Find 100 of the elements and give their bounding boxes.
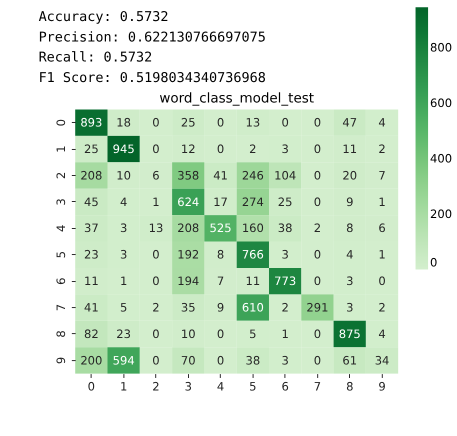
text: Recall: 0.5732 (38, 50, 152, 66)
data-label: 1 (152, 194, 160, 209)
data-label: 200 (80, 353, 102, 368)
x-tick-label: 0 (88, 379, 96, 394)
data-label: 0 (378, 274, 386, 288)
x-tick-label: 3 (184, 379, 192, 394)
data-label: 2 (249, 142, 257, 156)
data-label: 358 (177, 168, 200, 182)
data-label: 38 (278, 221, 292, 236)
data-label: 8 (346, 221, 354, 236)
data-label: 208 (80, 168, 102, 182)
x-tick-label: 2 (152, 379, 160, 394)
data-label: 0 (152, 274, 160, 288)
y-tick-label: 1 (54, 145, 68, 153)
data-label: 18 (116, 116, 131, 130)
x-tick-label: 4 (216, 379, 224, 394)
data-label: 525 (210, 221, 232, 236)
data-label: 624 (177, 194, 200, 209)
data-label: 7 (378, 168, 386, 182)
y-tick-label: 7 (54, 304, 68, 312)
data-label: 0 (281, 116, 289, 130)
data-label: 4 (120, 194, 128, 209)
data-label: 2 (378, 300, 386, 314)
text: Precision: 0.622130766697075 (38, 29, 266, 46)
y-tick-label: 4 (54, 224, 68, 232)
data-label: 6 (378, 221, 386, 236)
data-label: 3 (120, 248, 128, 262)
data-label: 10 (180, 326, 196, 341)
data-label: 0 (314, 326, 322, 341)
data-label: 9 (216, 300, 224, 314)
data-label: 208 (177, 221, 200, 236)
data-label: 11 (84, 274, 99, 288)
data-label: 0 (314, 194, 322, 209)
data-label: 2 (314, 221, 322, 236)
data-label: 1 (120, 274, 128, 288)
y-tick-label: 6 (54, 277, 68, 285)
data-label: 47 (342, 116, 358, 130)
data-label: 3 (346, 274, 354, 288)
data-label: 0 (152, 142, 160, 156)
x-tick-label: 5 (249, 379, 257, 394)
data-label: 2 (281, 300, 289, 314)
data-label: 0 (314, 274, 322, 288)
data-label: 2 (152, 300, 160, 314)
data-label: 35 (180, 300, 196, 314)
data-label: 246 (242, 168, 264, 182)
data-label: 0 (216, 353, 224, 368)
data-label: 13 (245, 116, 260, 130)
data-label: 38 (245, 353, 260, 368)
x-tick-label: 1 (120, 379, 128, 394)
data-label: 0 (216, 326, 224, 341)
x-tick-label: 7 (314, 379, 322, 394)
data-label: 192 (177, 248, 200, 262)
data-label: 34 (374, 353, 390, 368)
data-label: 1 (378, 248, 386, 262)
data-label: 945 (112, 142, 135, 156)
data-label: 3 (281, 248, 289, 262)
data-label: 10 (116, 168, 131, 182)
data-label: 23 (84, 248, 99, 262)
data-label: 0 (152, 116, 160, 130)
data-label: 5 (249, 326, 257, 341)
data-label: 5 (120, 300, 128, 314)
data-label: 7 (216, 274, 224, 288)
data-label: 291 (306, 300, 328, 314)
x-tick-label: 9 (378, 379, 386, 394)
chart-title: word_class_model_test (159, 90, 314, 107)
data-label: 11 (342, 142, 358, 156)
data-label: 41 (84, 300, 99, 314)
data-label: 3 (281, 142, 289, 156)
data-label: 4 (346, 248, 354, 262)
data-label: 23 (116, 326, 131, 341)
data-label: 1 (378, 194, 386, 209)
color-bar-label: 400 (430, 151, 452, 166)
y-tick-label: 9 (54, 356, 68, 364)
color-bar-label: 600 (430, 96, 452, 110)
data-label: 0 (152, 248, 160, 262)
data-label: 194 (177, 274, 200, 288)
data-label: 61 (342, 353, 358, 368)
data-label: 17 (213, 194, 228, 209)
data-label: 773 (274, 274, 296, 288)
data-label: 4 (378, 116, 386, 130)
data-label: 8 (216, 248, 224, 262)
data-label: 0 (314, 142, 322, 156)
text: Accuracy: 0.5732 (38, 9, 168, 26)
data-label: 160 (242, 221, 264, 236)
data-label: 41 (213, 168, 228, 182)
data-label: 0 (314, 353, 322, 368)
data-label: 3 (346, 300, 354, 314)
color-bar-label: 800 (430, 40, 452, 54)
data-label: 0 (314, 248, 322, 262)
y-tick-label: 5 (54, 251, 68, 258)
data-label: 6 (152, 168, 160, 182)
color-bar-label: 200 (430, 206, 452, 221)
y-tick-label: 3 (54, 198, 68, 206)
data-label: 25 (278, 194, 292, 209)
data-label: 37 (84, 221, 99, 236)
data-label: 0 (152, 326, 160, 341)
data-label: 3 (120, 221, 128, 236)
data-label: 766 (242, 248, 264, 262)
data-label: 0 (314, 116, 322, 130)
data-label: 875 (338, 326, 361, 341)
